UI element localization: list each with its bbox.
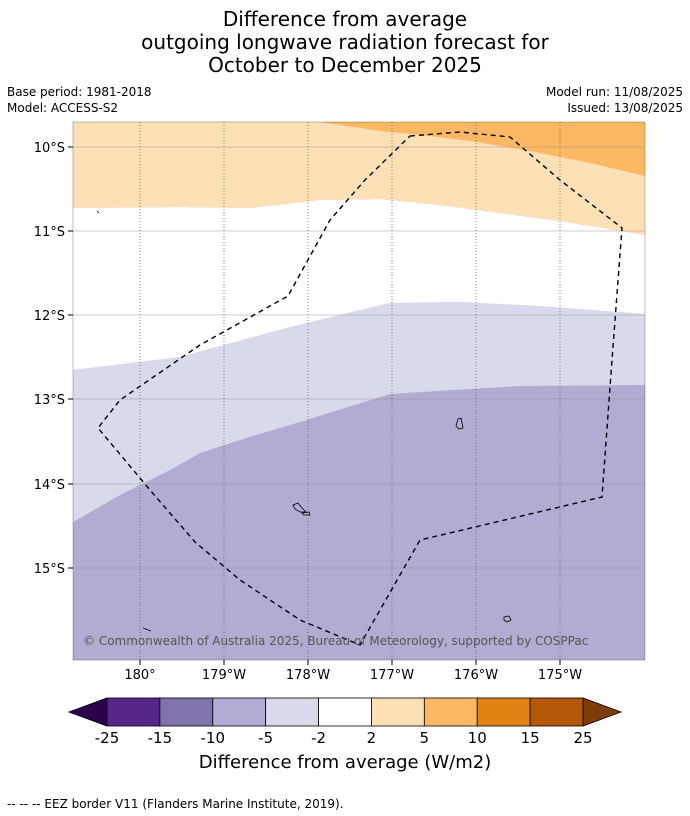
colorbar-segment — [371, 697, 425, 727]
lat-tick-marks — [68, 146, 73, 569]
map-plot-area: © Commonwealth of Australia 2025, Bureau… — [73, 122, 645, 660]
lon-label-179w: 179°W — [202, 668, 246, 683]
colorbar-segment — [476, 697, 531, 727]
island-shape — [301, 511, 311, 516]
colorbar-tick-labels: -25 -15 -10 -5 -2 2 5 10 15 25 — [95, 729, 593, 747]
run-info: Model run: 11/08/2025 Issued: 13/08/2025 — [546, 84, 683, 116]
colorbar-over-arrow — [582, 697, 623, 727]
island-shape — [455, 417, 464, 430]
lon-labels: 180° 179°W 178°W 177°W 176°W 175°W — [124, 668, 582, 683]
lat-label-14s: 14°S — [34, 478, 65, 493]
lon-label-176w: 176°W — [454, 668, 498, 683]
model-name: Model: ACCESS-S2 — [7, 101, 119, 115]
colorbar-under-arrow — [67, 697, 108, 727]
colorbar-segment — [318, 697, 372, 727]
colorbar: -25 -15 -10 -5 -2 2 5 10 15 25 — [67, 697, 623, 747]
island-shape — [503, 615, 512, 623]
colorbar-tick-label: -10 — [201, 729, 226, 747]
base-period: Base period: 1981-2018 — [7, 85, 152, 99]
map-copyright: © Commonwealth of Australia 2025, Bureau… — [83, 634, 588, 648]
colorbar-segment — [529, 697, 584, 727]
lat-labels: 10°S 11°S 12°S 13°S 14°S 15°S — [34, 141, 65, 577]
colorbar-tick-label: 15 — [521, 729, 540, 747]
island-shape — [292, 502, 307, 513]
island-shape — [96, 210, 100, 214]
title-line-3: October to December 2025 — [208, 53, 482, 77]
lat-label-15s: 15°S — [34, 562, 65, 577]
lon-label-175w: 175°W — [538, 668, 582, 683]
neutral-region — [73, 199, 645, 370]
lon-tick-marks — [139, 660, 561, 665]
colorbar-tick-label: -2 — [311, 729, 326, 747]
neg-2-5-region — [73, 302, 645, 522]
colorbar-segment — [159, 697, 214, 727]
pos-2-5-region — [73, 122, 645, 235]
lon-label-180: 180° — [124, 668, 155, 683]
lat-label-11s: 11°S — [34, 225, 65, 240]
pos-5-10-region — [320, 122, 645, 176]
colorbar-tick-label: -15 — [148, 729, 173, 747]
colorbar-segment — [106, 697, 161, 727]
model-info: Base period: 1981-2018 Model: ACCESS-S2 — [7, 84, 152, 116]
colorbar-tick-label: 25 — [573, 729, 592, 747]
map-frame — [72, 121, 646, 661]
colorbar-tick-label: 2 — [367, 729, 377, 747]
title-line-1: Difference from average — [222, 7, 468, 31]
colorbar-tick-label: -5 — [258, 729, 273, 747]
island-shape — [142, 627, 152, 632]
colorbar-tick-label: 5 — [420, 729, 430, 747]
map-title: Difference from average outgoing longwav… — [0, 8, 690, 77]
graticule — [73, 122, 645, 660]
title-line-2: outgoing longwave radiation forecast for — [141, 30, 549, 54]
lat-label-12s: 12°S — [34, 309, 65, 324]
model-run-date: Model run: 11/08/2025 — [545, 85, 683, 99]
lat-label-13s: 13°S — [34, 393, 65, 408]
colorbar-tick-label: 10 — [468, 729, 487, 747]
colorbar-tick-label: -25 — [95, 729, 120, 747]
lat-label-10s: 10°S — [34, 141, 65, 156]
eez-footnote: -- -- -- EEZ border V11 (Flanders Marine… — [7, 797, 344, 811]
lon-label-178w: 178°W — [286, 668, 330, 683]
colorbar-title: Difference from average (W/m2) — [198, 752, 492, 773]
lon-label-177w: 177°W — [370, 668, 414, 683]
colorbar-segments — [106, 697, 584, 727]
forecast-map: © Commonwealth of Australia 2025, Bureau… — [34, 121, 646, 747]
islands — [96, 210, 512, 632]
colorbar-segment — [423, 697, 478, 727]
issued-date: Issued: 13/08/2025 — [567, 101, 683, 115]
colorbar-segment — [265, 697, 319, 727]
colorbar-segment — [212, 697, 267, 727]
